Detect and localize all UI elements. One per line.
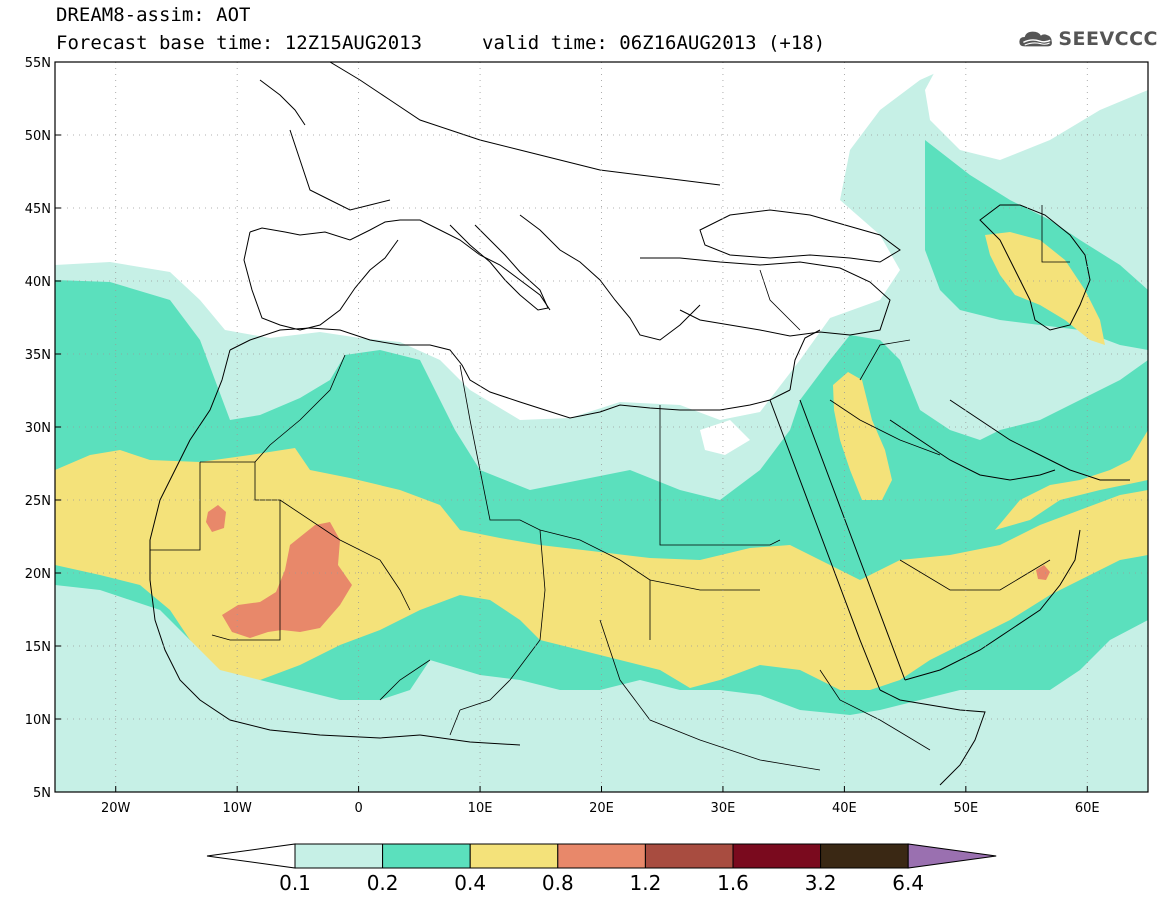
colorbar-label: 0.2: [367, 871, 399, 895]
lat-tick-label: 45N: [25, 202, 51, 217]
logo-text: SEEVCCC: [1058, 28, 1158, 50]
country-borders: [150, 205, 1070, 771]
colorbar-swatch: [644, 843, 734, 869]
lon-tick-label: 10E: [468, 801, 493, 816]
lon-tick-label: 20E: [589, 801, 614, 816]
aot-level-0.8: [222, 522, 352, 638]
forecast-base-time: Forecast base time: 12Z15AUG2013: [56, 32, 423, 54]
aot-level-0.4: [995, 430, 1148, 530]
lat-tick-label: 5N: [33, 786, 51, 801]
valid-time: valid time: 06Z16AUG2013 (+18): [482, 32, 826, 54]
colorbar-swatch: [382, 843, 471, 869]
colorbar-label: 3.2: [805, 871, 837, 895]
cloud-icon: [1019, 31, 1052, 47]
lat-tick-label: 25N: [25, 494, 51, 509]
lon-tick-label: 20W: [101, 801, 131, 816]
colorbar-label: 1.2: [629, 871, 661, 895]
lat-tick-label: 35N: [25, 348, 51, 363]
lon-tick-label: 30E: [711, 801, 736, 816]
aot-level-0.4: [985, 232, 1105, 345]
coastlines: [149, 62, 1130, 786]
latitude-labels: 5N 10N 15N 20N 25N 30N 35N 40N 45N 50N 55N: [25, 56, 61, 801]
colorbar-low-triangle: [206, 843, 296, 869]
lat-tick-label: 15N: [25, 640, 51, 655]
aot-clear-area: [700, 420, 750, 455]
colorbar-high-triangle: [907, 843, 997, 869]
map-title: DREAM8-assim: AOT: [56, 4, 251, 26]
lat-tick-label: 10N: [25, 713, 51, 728]
colorbar: [206, 843, 997, 869]
colorbar-swatch: [557, 843, 646, 869]
colorbar-label: 1.6: [717, 871, 749, 895]
lon-tick-label: 0: [354, 801, 362, 816]
colorbar-labels: 0.1 0.2 0.4 0.8 1.2 1.6 3.2 6.4: [279, 871, 924, 895]
aot-level-0.4: [833, 372, 892, 500]
seevccc-logo: SEEVCCC: [1018, 22, 1158, 56]
map-grid: [55, 62, 1148, 792]
lat-tick-label: 30N: [25, 421, 51, 436]
colorbar-label: 0.4: [454, 871, 486, 895]
aot-clear-area: [925, 62, 1148, 160]
lon-tick-label: 10W: [222, 801, 252, 816]
lat-tick-label: 20N: [25, 567, 51, 582]
aot-level-0.8: [1036, 565, 1050, 580]
colorbar-swatch: [294, 843, 384, 869]
lat-tick-label: 50N: [25, 129, 51, 144]
aot-level-0.4: [55, 448, 1148, 690]
longitude-labels: 20W 10W 0 10E 20E 30E 40E 50E 60E: [101, 786, 1100, 816]
aot-level-0.8: [206, 505, 226, 532]
colorbar-swatch: [820, 843, 909, 869]
lat-tick-label: 40N: [25, 275, 51, 290]
lat-tick-label: 55N: [25, 56, 51, 71]
colorbar-label: 0.8: [542, 871, 574, 895]
colorbar-swatch: [469, 843, 559, 869]
lon-tick-label: 50E: [953, 801, 978, 816]
colorbar-label: 6.4: [892, 871, 924, 895]
lon-tick-label: 40E: [832, 801, 857, 816]
colorbar-swatch: [732, 843, 822, 869]
lon-tick-label: 60E: [1075, 801, 1100, 816]
colorbar-label: 0.1: [279, 871, 311, 895]
